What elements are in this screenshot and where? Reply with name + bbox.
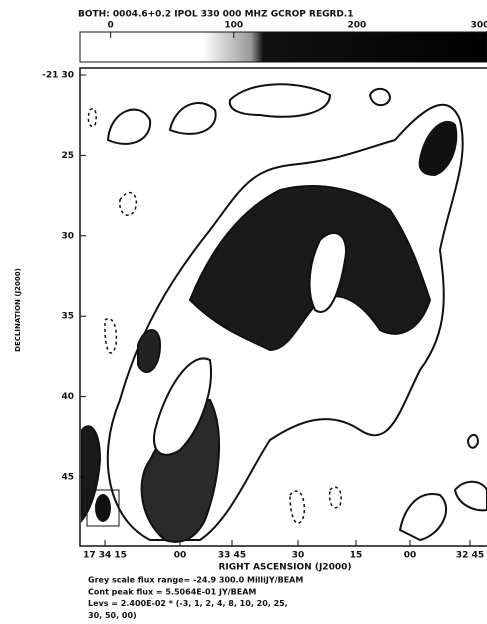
y-tick-label: 35 bbox=[61, 312, 74, 322]
caption-line: 30, 50, 00) bbox=[88, 611, 137, 620]
x-tick-label: 15 bbox=[350, 551, 363, 561]
x-tick-label: 00 bbox=[174, 551, 187, 561]
x-tick-label: 33 45 bbox=[218, 551, 246, 561]
y-tick-label: 25 bbox=[61, 151, 74, 161]
beam-box bbox=[86, 489, 120, 527]
contours bbox=[81, 83, 487, 543]
caption-line: Grey scale flux range= -24.9 300.0 Milli… bbox=[88, 576, 303, 585]
colorbar-tick-label: 0 bbox=[108, 21, 114, 31]
colorbar-tick-label: 300 bbox=[471, 21, 487, 31]
x-tick-label: 17 34 15 bbox=[83, 551, 127, 561]
y-tick-label: 30 bbox=[61, 231, 74, 241]
colorbar-tick-label: 200 bbox=[347, 21, 366, 31]
colorbar-tick-label: 100 bbox=[224, 21, 243, 31]
x-tick-label: 00 bbox=[404, 551, 417, 561]
colorbar bbox=[79, 31, 487, 63]
chart-title: BOTH: 0004.6+0.2 IPOL 330 000 MHZ GCROP … bbox=[78, 10, 354, 20]
y-tick-label: -21 30 bbox=[42, 71, 74, 81]
x-tick-label: 32 45 bbox=[456, 551, 484, 561]
caption-line: Cont peak flux = 5.5064E-01 JY/BEAM bbox=[88, 587, 256, 596]
y-tick-label: 40 bbox=[61, 392, 74, 402]
y-axis-label: DECLINATION (J2000) bbox=[14, 268, 22, 352]
x-tick-label: 30 bbox=[292, 551, 305, 561]
beam bbox=[95, 494, 111, 522]
x-axis-label: RIGHT ASCENSION (J2000) bbox=[219, 563, 352, 573]
y-tick-label: 45 bbox=[61, 473, 74, 483]
caption-line: Levs = 2.400E-02 * (-3, 1, 2, 4, 8, 10, … bbox=[88, 599, 288, 608]
